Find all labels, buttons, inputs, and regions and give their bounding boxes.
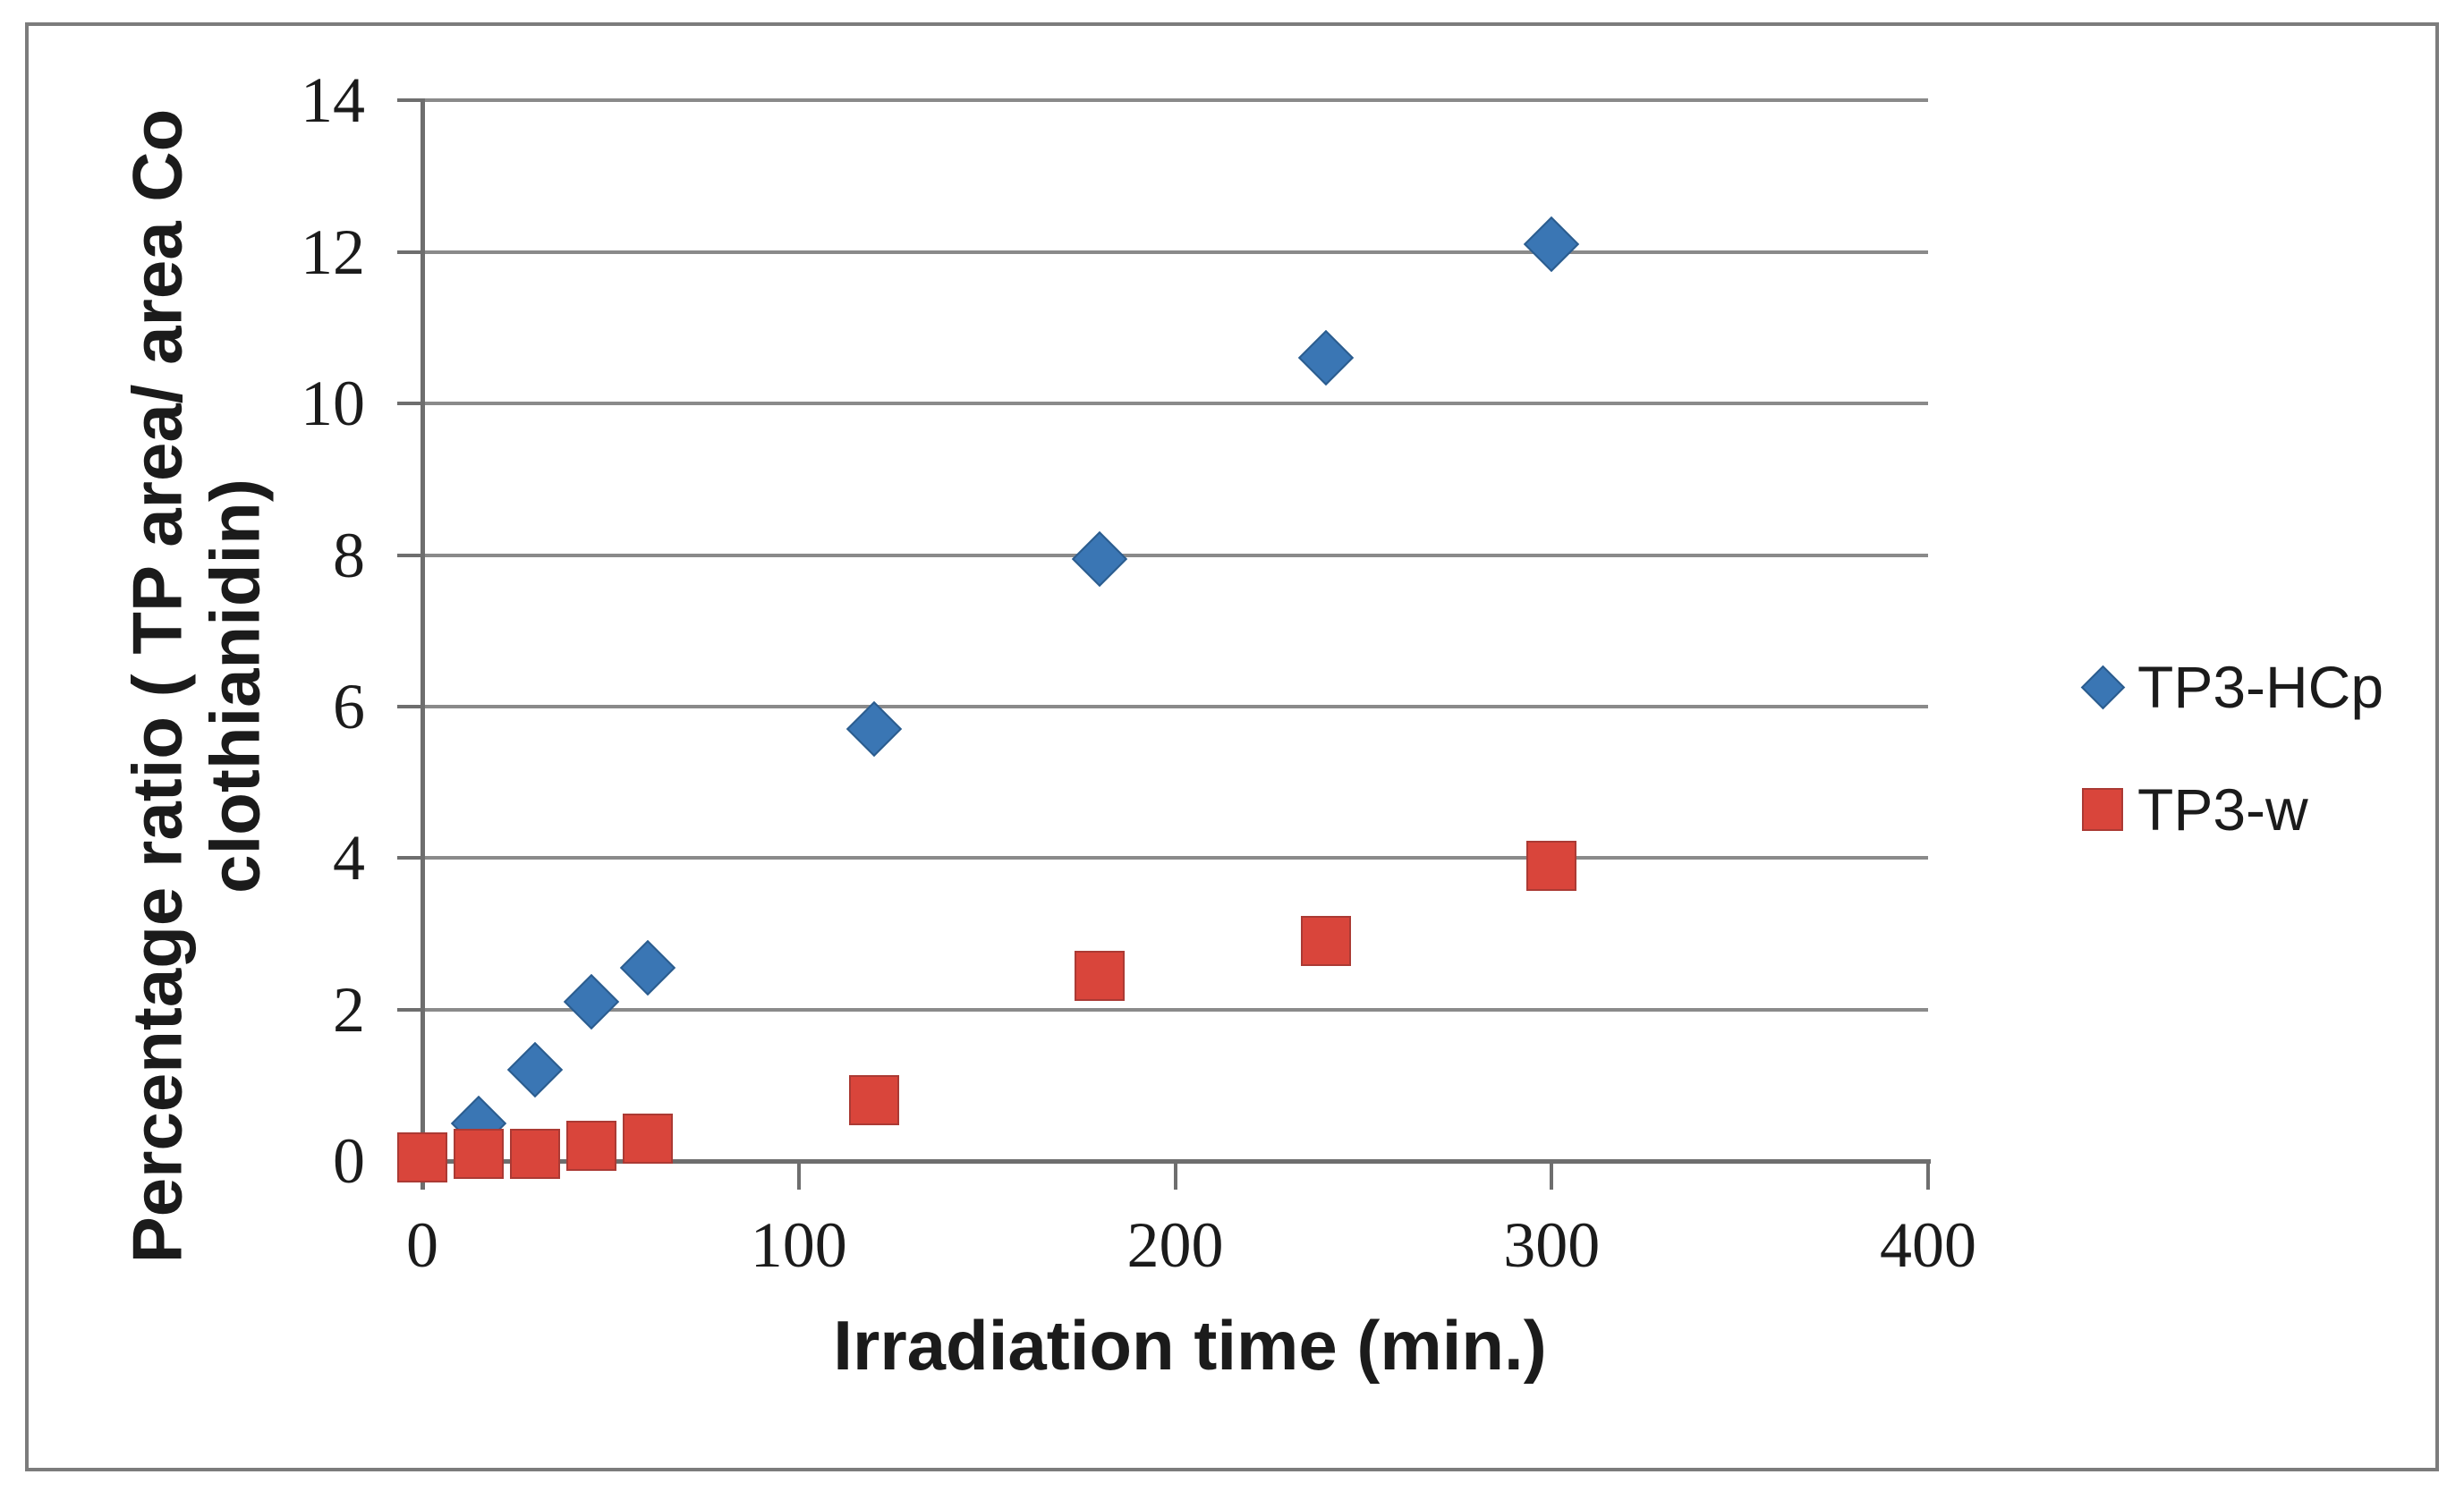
y-tick-label-14: 14 xyxy=(301,64,365,137)
y-tick-label-10: 10 xyxy=(301,368,365,440)
gridline-y-4 xyxy=(422,856,1928,860)
y-tick-2 xyxy=(397,1007,422,1012)
y-tick-12 xyxy=(397,250,422,254)
figure-border xyxy=(25,22,2439,1471)
data-point-TP3-HCp-30 xyxy=(507,1042,564,1098)
data-point-TP3-HCp-120 xyxy=(845,701,903,758)
legend-label-tp3-w: TP3-w xyxy=(2137,776,2308,843)
gridline-y-12 xyxy=(422,250,1928,254)
y-tick-8 xyxy=(397,553,422,557)
diamond-marker-icon xyxy=(2080,665,2125,709)
data-point-TP3-w-30 xyxy=(510,1128,561,1179)
gridline-y-14 xyxy=(422,98,1928,103)
gridline-y-6 xyxy=(422,704,1928,708)
data-point-TP3-HCp-180 xyxy=(1072,530,1128,587)
gridline-y-2 xyxy=(422,1007,1928,1012)
y-tick-label-0: 0 xyxy=(333,1125,365,1197)
data-point-TP3-HCp-300 xyxy=(1524,216,1580,273)
y-axis-title: Percentage ratio ( TP area/ area Co clot… xyxy=(117,108,276,1264)
x-tick-400 xyxy=(1926,1161,1930,1190)
data-point-TP3-w-60 xyxy=(623,1113,674,1164)
legend-item-tp3-w: TP3-w xyxy=(2082,780,2308,839)
x-tick-300 xyxy=(1550,1161,1554,1190)
y-tick-4 xyxy=(397,856,422,860)
y-axis-title-line1: Percentage ratio ( TP area/ area Co xyxy=(117,108,197,1264)
data-point-TP3-HCp-240 xyxy=(1297,330,1354,386)
y-axis-title-line2: clothianidin) xyxy=(196,479,275,894)
x-tick-label-400: 400 xyxy=(1880,1209,1976,1281)
data-point-TP3-w-15 xyxy=(454,1128,505,1179)
legend-item-tp3-hcp: TP3-HCp xyxy=(2080,654,2384,720)
gridline-y-10 xyxy=(422,402,1928,406)
y-axis-line xyxy=(420,98,425,1190)
legend-label-tp3-hcp: TP3-HCp xyxy=(2137,654,2384,720)
x-tick-label-100: 100 xyxy=(750,1209,847,1281)
data-point-TP3-w-240 xyxy=(1300,916,1351,967)
data-point-TP3-w-180 xyxy=(1075,950,1126,1001)
y-tick-label-12: 12 xyxy=(301,216,365,288)
y-tick-6 xyxy=(397,704,422,708)
gridline-y-8 xyxy=(422,553,1928,557)
y-tick-label-2: 2 xyxy=(333,973,365,1046)
x-tick-label-0: 0 xyxy=(406,1209,438,1281)
y-tick-label-6: 6 xyxy=(333,670,365,742)
x-tick-label-300: 300 xyxy=(1503,1209,1601,1281)
y-tick-10 xyxy=(397,402,422,406)
x-tick-label-200: 200 xyxy=(1126,1209,1224,1281)
data-point-TP3-w-45 xyxy=(566,1121,617,1172)
data-point-TP3-HCp-45 xyxy=(564,974,620,1030)
square-marker-icon xyxy=(2082,788,2123,831)
data-point-TP3-w-300 xyxy=(1526,840,1577,891)
y-tick-label-8: 8 xyxy=(333,519,365,591)
data-point-TP3-w-120 xyxy=(848,1075,899,1126)
y-tick-label-4: 4 xyxy=(333,822,365,894)
x-axis-title: Irradiation time (min.) xyxy=(833,1306,1547,1385)
x-tick-200 xyxy=(1173,1161,1177,1190)
data-point-TP3-w-0 xyxy=(397,1131,447,1182)
data-point-TP3-HCp-60 xyxy=(620,939,676,996)
x-tick-100 xyxy=(796,1161,801,1190)
y-tick-14 xyxy=(397,98,422,103)
